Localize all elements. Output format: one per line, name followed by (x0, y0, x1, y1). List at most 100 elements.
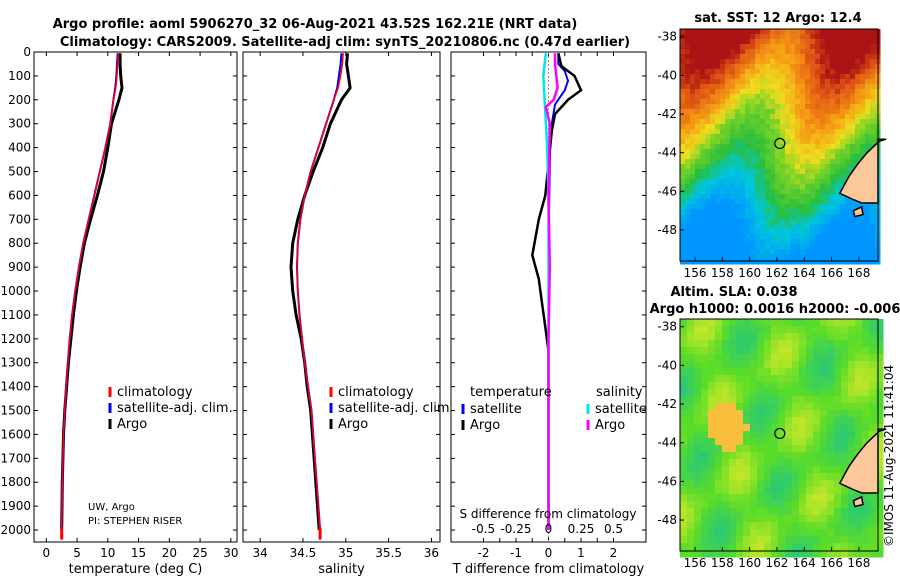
raster-cell (750, 129, 756, 135)
raster-cell (865, 134, 871, 140)
raster-cell (750, 39, 756, 45)
raster-cell (765, 259, 771, 265)
raster-cell (790, 234, 796, 240)
x-tick-label: 156 (684, 266, 707, 280)
raster-cell (795, 199, 801, 205)
raster-cell (680, 459, 688, 467)
raster-cell (850, 64, 856, 70)
raster-cell (840, 49, 846, 55)
raster-cell (870, 219, 876, 225)
raster-cell (810, 204, 816, 210)
raster-cell (725, 234, 731, 240)
raster-cell (680, 234, 686, 240)
raster-cell (785, 375, 793, 383)
raster-cell (830, 209, 836, 215)
raster-cell (680, 139, 686, 145)
raster-cell (715, 361, 723, 369)
raster-cell (870, 244, 876, 250)
raster-cell (700, 109, 706, 115)
raster-cell (770, 209, 776, 215)
raster-cell (841, 536, 849, 544)
raster-cell (760, 94, 766, 100)
raster-cell (840, 144, 846, 150)
raster-cell (770, 254, 776, 260)
raster-cell (740, 159, 746, 165)
raster-cell (785, 487, 793, 495)
raster-cell (865, 239, 871, 245)
raster-cell (700, 129, 706, 135)
raster-cell (715, 204, 721, 210)
raster-cell (805, 104, 811, 110)
raster-cell (680, 473, 688, 481)
raster-cell (840, 149, 846, 155)
raster-cell (785, 114, 791, 120)
raster-cell (862, 382, 870, 390)
raster-cell (800, 54, 806, 60)
raster-cell (736, 347, 744, 355)
raster-cell (694, 536, 702, 544)
raster-cell (795, 119, 801, 125)
raster-cell (841, 515, 849, 523)
raster-cell (848, 494, 856, 502)
raster-cell (705, 79, 711, 85)
raster-cell (835, 149, 841, 155)
raster-cell (687, 403, 695, 411)
raster-cell (735, 239, 741, 245)
x2-tick-label: 0.5 (604, 522, 623, 536)
raster-cell (705, 149, 711, 155)
raster-cell (764, 417, 772, 425)
raster-cell (790, 134, 796, 140)
raster-cell (850, 254, 856, 260)
raster-cell (770, 79, 776, 85)
raster-cell (870, 119, 876, 125)
raster-cell (725, 114, 731, 120)
raster-cell (800, 114, 806, 120)
raster-cell (705, 44, 711, 50)
raster-cell (820, 473, 828, 481)
raster-cell (725, 184, 731, 190)
raster-cell (745, 64, 751, 70)
raster-cell (795, 109, 801, 115)
raster-cell (869, 410, 877, 418)
raster-cell (834, 389, 842, 397)
raster-cell (855, 29, 861, 35)
raster-cell (715, 382, 723, 390)
raster-cell (730, 134, 736, 140)
raster-cell (845, 129, 851, 135)
raster-cell (701, 522, 709, 530)
raster-cell (848, 550, 856, 558)
raster-cell (715, 184, 721, 190)
raster-cell (865, 234, 871, 240)
raster-cell (694, 529, 702, 537)
raster-cell (725, 34, 731, 40)
raster-cell (795, 149, 801, 155)
raster-cell (722, 501, 730, 509)
raster-cell (865, 29, 871, 35)
raster-cell (806, 354, 814, 362)
raster-cell (757, 536, 765, 544)
raster-cell (799, 319, 807, 327)
raster-cell (708, 396, 716, 404)
argo-float-marker (774, 427, 786, 440)
raster-cell (792, 452, 800, 460)
raster-cell (705, 74, 711, 80)
raster-cell (810, 239, 816, 245)
raster-cell (770, 219, 776, 225)
raster-cell (876, 445, 884, 453)
raster-cell (792, 480, 800, 488)
raster-cell (860, 89, 866, 95)
raster-cell (827, 361, 835, 369)
raster-cell (835, 244, 841, 250)
raster-cell (750, 204, 756, 210)
raster-cell (820, 204, 826, 210)
raster-cell (848, 417, 856, 425)
raster-cell (820, 522, 828, 530)
raster-cell (850, 219, 856, 225)
raster-cell (825, 259, 831, 265)
raster-cell (730, 229, 736, 235)
raster-cell (845, 164, 851, 170)
raster-cell (685, 159, 691, 165)
raster-cell (770, 124, 776, 130)
raster-cell (835, 134, 841, 140)
raster-cell (725, 99, 731, 105)
